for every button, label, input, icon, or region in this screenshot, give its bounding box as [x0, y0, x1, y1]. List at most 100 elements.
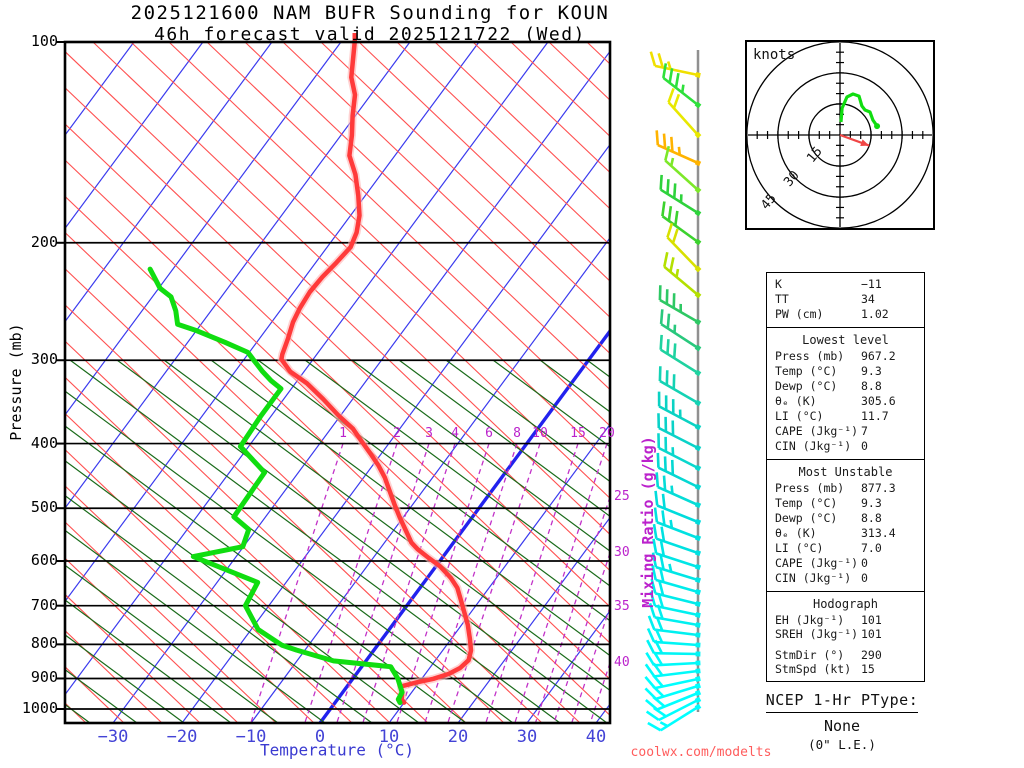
panel-row-label: θₑ (K) — [775, 394, 817, 408]
panel-row: Press (mb) 967.2 — [767, 349, 924, 364]
wind-barb — [659, 174, 702, 217]
isotherm-line — [65, 41, 480, 603]
panel-row-label: Temp (°C) — [775, 496, 838, 510]
moist-adiabat-line — [65, 564, 279, 723]
wind-barb — [656, 452, 702, 491]
panel-row-value: 11.7 — [861, 409, 889, 423]
wind-barb — [664, 145, 702, 194]
mixing-ratio-line — [571, 606, 610, 723]
moist-adiabat-line — [65, 634, 185, 723]
temperature-tick-label: 40 — [585, 727, 607, 747]
panel-row: LI (°C) 11.7 — [767, 409, 924, 424]
hodograph-trace — [839, 92, 879, 128]
panel-row-value: 34 — [861, 292, 875, 306]
mixing-ratio-line — [514, 443, 608, 723]
pressure-tick-label: 300 — [30, 350, 58, 369]
panel-row-label: EH (Jkg⁻¹) — [775, 613, 845, 627]
mixing-ratio-line — [304, 443, 398, 723]
mixing-ratio-value-label: 8 — [513, 425, 521, 441]
panel-row-value: −11 — [861, 277, 882, 291]
moist-adiabat-line — [398, 359, 610, 518]
wind-barb — [655, 130, 702, 167]
mixing-ratio-line — [485, 443, 579, 723]
dry-adiabat-line — [65, 448, 353, 723]
hodograph-stats-header: Hodograph — [812, 597, 879, 611]
panel-row: StmDir (°) 290 — [767, 648, 924, 662]
pressure-tick-label: 600 — [30, 551, 58, 570]
moist-adiabat-line — [65, 599, 232, 723]
moist-adiabat-line — [210, 359, 610, 657]
wind-barb — [659, 309, 702, 352]
wind-barb — [666, 222, 702, 273]
moist-adiabat-line — [351, 359, 610, 552]
dry-adiabat-line — [65, 376, 429, 723]
dry-adiabat-line — [65, 50, 610, 572]
panel-row-label: CAPE (Jkg⁻¹) — [775, 556, 859, 570]
dry-adiabat-line — [320, 41, 610, 319]
wind-barb — [657, 433, 702, 472]
hodograph-trace-end-dot — [874, 123, 881, 130]
dry-adiabat-line — [244, 41, 610, 391]
temperature-axis-title: Temperature (°C) — [259, 740, 415, 760]
lowest-level-header: Lowest level — [802, 333, 889, 347]
panel-row-value: 9.3 — [861, 496, 882, 510]
mixing-ratio-line — [447, 443, 541, 723]
panel-row: PW (cm) 1.02 — [767, 307, 924, 322]
panel-row-value: 0 — [861, 556, 868, 570]
panel-row-label: θₑ (K) — [775, 526, 817, 540]
dry-adiabat-line — [65, 412, 391, 723]
wind-barb — [647, 615, 701, 638]
dry-adiabat-line — [282, 41, 610, 355]
dry-adiabat-line — [65, 340, 467, 723]
dry-adiabat-line — [65, 195, 610, 717]
wind-barb — [659, 334, 702, 377]
panel-row-value: 305.6 — [861, 394, 896, 408]
panel-row-value: 290 — [861, 648, 882, 662]
panel-row: CIN (Jkg⁻¹) 0 — [767, 439, 924, 454]
wind-barb — [663, 251, 702, 299]
pressure-tick-label: 800 — [30, 634, 58, 653]
dry-adiabat-line — [168, 41, 610, 463]
wind-barb — [645, 651, 701, 667]
wind-barb — [649, 591, 701, 618]
moist-adiabat-line — [304, 359, 610, 587]
wind-barb — [649, 51, 701, 78]
panel-row: EH (Jkg⁻¹) 101 — [767, 613, 924, 627]
chart-title: 2025121600 NAM BUFR Sounding for KOUN 46… — [40, 2, 700, 45]
panel-row-label: StmSpd (kt) — [775, 662, 852, 676]
panel-row-value: 101 — [861, 627, 882, 641]
panel-row: Dewp (°C) 8.8 — [767, 511, 924, 526]
panel-row: Temp (°C) 9.3 — [767, 364, 924, 379]
panel-row-value: 877.3 — [861, 481, 896, 495]
panel-row: Dewp (°C) 8.8 — [767, 379, 924, 394]
pressure-axis-title: Pressure (mb) — [7, 323, 25, 441]
sounding-traces — [147, 39, 475, 706]
ptype-note: (0" L.E.) — [808, 737, 876, 752]
isotherm-line — [65, 41, 273, 323]
mixing-ratio-value-label: 10 — [532, 425, 548, 441]
panel-row-value: 8.8 — [861, 511, 882, 525]
mixing-ratio-line — [250, 443, 344, 723]
panel-row-value: 967.2 — [861, 349, 896, 363]
chart-title-line1: 2025121600 NAM BUFR Sounding for KOUN — [130, 2, 610, 24]
chart-title-line2: 46h forecast valid 2025121722 (Wed) — [154, 24, 586, 45]
panel-row: K −11 — [767, 277, 924, 292]
dry-adiabat-line — [65, 159, 610, 680]
mixing-ratio-value-label: 6 — [485, 425, 493, 441]
mixing-ratio-value-label: 30 — [614, 545, 630, 560]
mixing-ratio-value-label: 20 — [599, 425, 615, 441]
pressure-tick-label: 400 — [30, 433, 58, 452]
temperature-tick-label: 0 — [314, 727, 326, 747]
temperature-tick-label: 30 — [516, 727, 538, 747]
panel-row-label: StmDir (°) — [775, 648, 845, 662]
dry-adiabat-line — [472, 41, 610, 174]
wind-barb — [646, 627, 701, 648]
panel-row-value: 0 — [861, 439, 868, 453]
mixing-ratio-value-label: 2 — [393, 425, 401, 441]
hodograph-stats-section: Hodograph EH (Jkg⁻¹) 101 SREH (Jkg⁻¹) 101 S… — [767, 591, 924, 681]
mixing-ratio-value-label: 40 — [614, 655, 630, 670]
wind-barb — [654, 490, 702, 526]
temperature-tick-label: 20 — [447, 727, 469, 747]
panel-row-value: 15 — [861, 662, 875, 676]
